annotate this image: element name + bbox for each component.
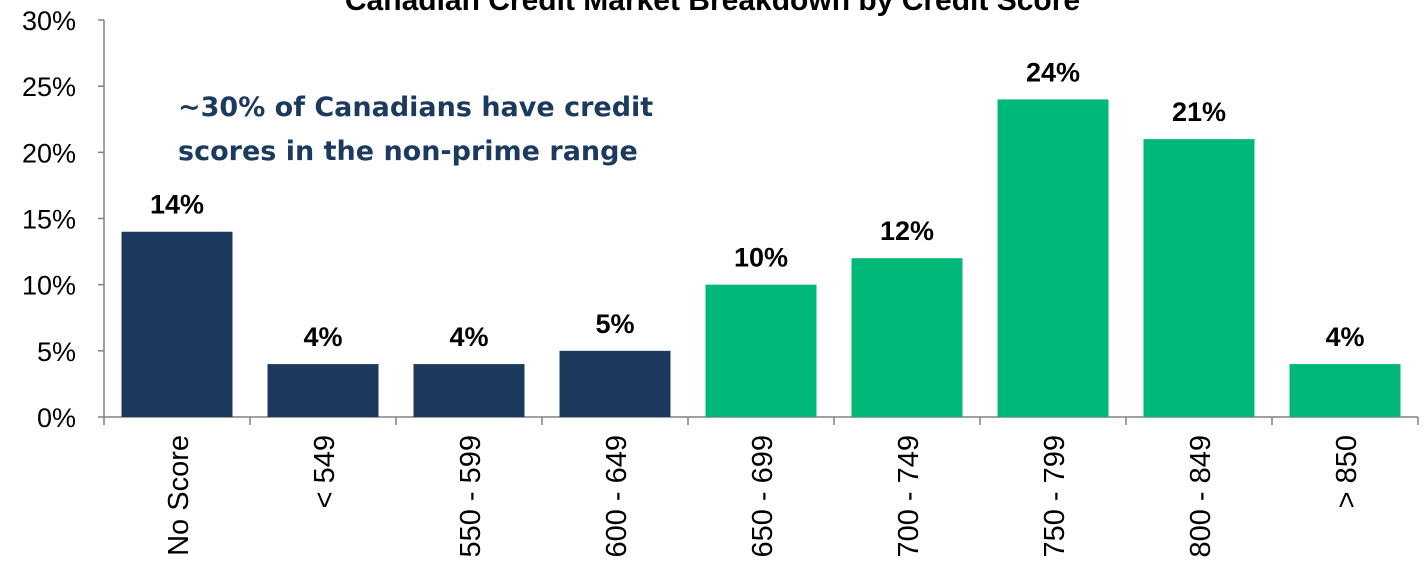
bar <box>121 231 233 417</box>
category-label: No Score <box>163 435 195 556</box>
bar <box>413 364 525 417</box>
data-label: 4% <box>1325 322 1364 352</box>
data-label: 10% <box>734 243 788 273</box>
category-label: 750 - 799 <box>1039 435 1071 558</box>
data-label: 24% <box>1026 57 1080 87</box>
chart-title: Canadian Credit Market Breakdown by Cred… <box>344 0 1081 17</box>
bar <box>559 350 671 417</box>
category-label: 600 - 649 <box>601 435 633 558</box>
bar <box>705 284 817 417</box>
y-tick-label: 25% <box>22 72 76 102</box>
y-tick-label: 0% <box>37 403 76 433</box>
data-label: 5% <box>595 309 634 339</box>
data-label: 12% <box>880 216 934 246</box>
bar <box>1143 139 1255 417</box>
y-tick-label: 10% <box>22 271 76 301</box>
data-label: 4% <box>449 322 488 352</box>
bar <box>997 99 1109 418</box>
data-label: 14% <box>150 190 204 220</box>
y-tick-label: 20% <box>22 138 76 168</box>
data-label: 4% <box>303 322 342 352</box>
category-label: 650 - 699 <box>747 435 779 558</box>
bar <box>267 364 379 417</box>
category-label: 800 - 849 <box>1185 435 1217 558</box>
data-label: 21% <box>1172 97 1226 127</box>
non-prime-annotation: ~30% of Canadians have credit scores in … <box>178 92 654 167</box>
y-tick-label: 30% <box>22 6 76 36</box>
category-label: 550 - 599 <box>455 435 487 558</box>
category-label: < 549 <box>309 435 341 508</box>
bar <box>851 258 963 417</box>
y-tick-label: 5% <box>37 337 76 367</box>
y-tick-label: 15% <box>22 205 76 235</box>
category-label: > 850 <box>1331 435 1363 508</box>
category-label: 700 - 749 <box>893 435 925 558</box>
bar <box>1289 364 1401 417</box>
